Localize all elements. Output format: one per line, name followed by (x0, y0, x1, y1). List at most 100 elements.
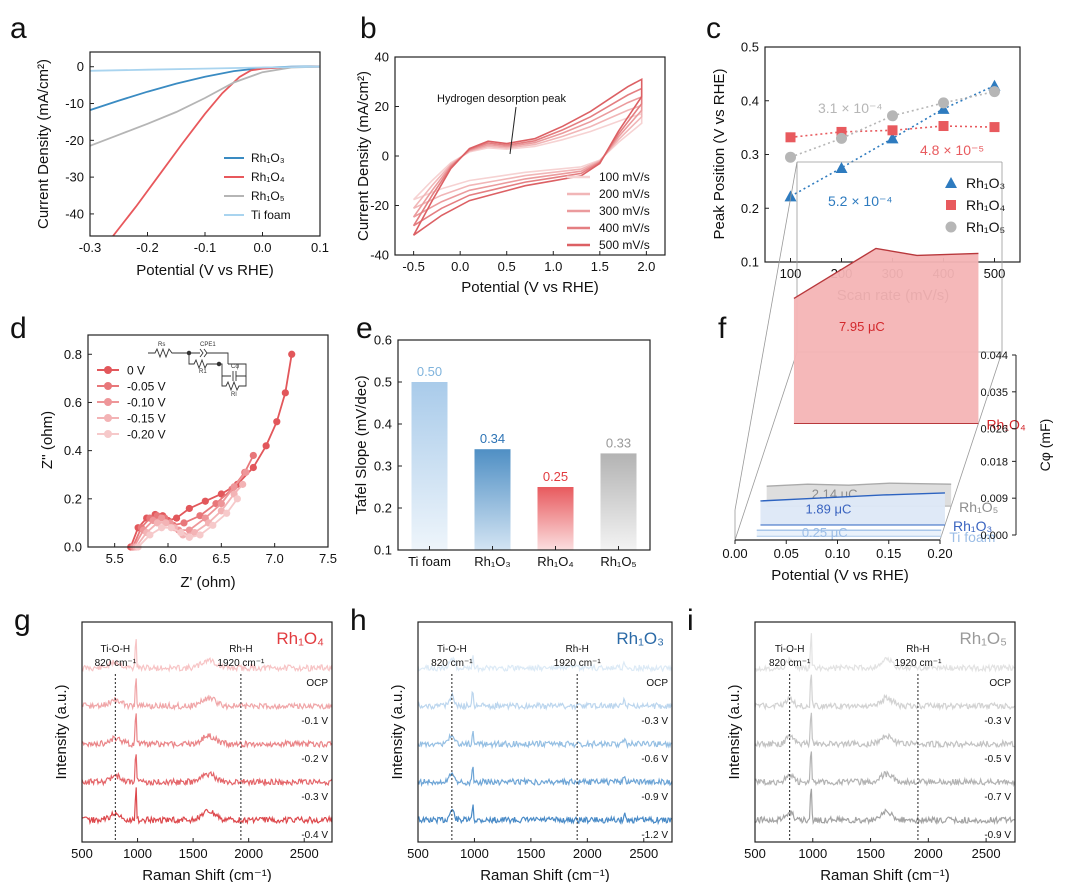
resistor-rs (148, 347, 188, 359)
marker-d-0 (273, 418, 281, 426)
legend-label-b-1: 200 mV/s (599, 187, 650, 201)
bar-value-label-e-3: 0.33 (606, 435, 631, 450)
marker-value-g-1: 1920 cm⁻¹ (217, 658, 265, 669)
x-tick-label-h: 2000 (573, 846, 602, 861)
z-tick-label-f-2: 0.018 (980, 456, 1008, 468)
panel-e: 0.50 Ti foam 0.34 Rh₁O₃ 0.25 Rh₁O₄ 0.33 Rh₁O₅ 0.… (353, 312, 651, 569)
x-tick-label-a: -0.1 (194, 240, 216, 255)
y-tick-label-a: -10 (65, 96, 84, 111)
y-axis-label-a: Current Density (mA/cm²) (35, 59, 52, 229)
marker-d-4 (223, 509, 231, 517)
bar-e-0 (411, 382, 448, 550)
x-tick-label-h: 1000 (460, 846, 489, 861)
bar-value-label-e-1: 0.34 (480, 431, 505, 446)
spectrum-label-i-3: -0.7 V (984, 792, 1011, 803)
spectrum-label-i-2: -0.5 V (984, 754, 1011, 765)
legend-label-c-1: Rh₁O₄ (966, 197, 1006, 213)
marker-c-2 (938, 97, 949, 109)
x-tick-label-a: -0.3 (79, 240, 101, 255)
y-axis-label-e: Tafel Slope (mV/dec) (353, 375, 370, 514)
y-tick-label-e: 0.5 (374, 375, 392, 390)
z-tick-label-f-0: 0.000 (980, 530, 1008, 542)
y-tick-label-a: 0 (77, 59, 84, 74)
marker-d-4 (196, 531, 204, 539)
series-line-a-2 (90, 65, 320, 147)
equivalent-circuit (148, 347, 247, 392)
y-axis-label-c: Peak Position (V vs RHE) (711, 69, 728, 240)
x-tick-label-a: 0.1 (311, 240, 329, 255)
marker-c-0 (784, 190, 797, 202)
x-tick-label-d: 5.5 (106, 551, 124, 566)
spectrum-label-g-2: -0.2 V (301, 754, 328, 765)
marker-d-4 (167, 524, 175, 532)
y-axis-label-d: Z'' (ohm) (39, 411, 56, 469)
legend-marker-c-0 (945, 177, 957, 188)
legend-label-a-0: Rh₁O₃ (251, 151, 285, 165)
marker-c-2 (989, 86, 1000, 98)
axes-frame-h (417, 621, 673, 843)
circuit-label-d-4: Rl (231, 392, 237, 398)
series-line-b-2 (412, 95, 643, 218)
legend-label-d-1: -0.05 V (127, 380, 166, 394)
x-axis-label-g: Raman Shift (cm⁻¹) (142, 867, 272, 882)
marker-name-h-1: Rh-H (566, 644, 589, 655)
y-tick-label-d: 0.8 (64, 347, 82, 362)
marker-c-0 (886, 132, 899, 144)
panel-title-g: Rh₁O₄ (276, 629, 324, 648)
x-tick-label-a: -0.2 (136, 240, 158, 255)
x-tick-label-d: 7.5 (319, 551, 337, 566)
marker-d-3 (239, 480, 247, 488)
y-tick-label-c: 0.2 (741, 201, 759, 216)
marker-name-g-1: Rh-H (229, 644, 252, 655)
category-label-e-3: Rh₁O₅ (600, 554, 636, 569)
marker-c-1 (989, 122, 1000, 133)
x-axis-label-d: Z' (ohm) (180, 574, 235, 591)
x-tick-label-i: 1000 (798, 846, 827, 861)
spectrum-i-4 (754, 788, 1015, 826)
x-axis-label-h: Raman Shift (cm⁻¹) (480, 867, 610, 882)
annotation-arrow-b (509, 106, 517, 155)
spectrum-g-3 (81, 754, 333, 787)
spectrum-g-4 (81, 787, 333, 826)
x-tick-label-h: 2500 (629, 846, 658, 861)
x-tick-label-b: 1.5 (591, 259, 609, 274)
y-tick-label-e: 0.3 (374, 459, 392, 474)
marker-c-1 (836, 126, 847, 137)
legend-label-c-0: Rh₁O₃ (966, 175, 1005, 191)
marker-d-2 (230, 483, 238, 491)
series-label-f-0: Ti foam (949, 529, 995, 545)
surface-f-0 (756, 530, 942, 537)
y-tick-label-e: 0.4 (374, 417, 392, 432)
x-tick-label-i: 2500 (972, 846, 1001, 861)
legend-marker-c-2 (945, 221, 957, 233)
cpe-element (189, 348, 229, 364)
resistor-rl (221, 376, 247, 392)
spectrum-label-h-1: -0.3 V (641, 716, 668, 727)
bar-value-label-e-2: 0.25 (543, 469, 568, 484)
series-line-b-0 (413, 112, 643, 201)
y-tick-label-d: 0.6 (64, 395, 82, 410)
legend-label-d-0: 0 V (127, 364, 145, 378)
legend-label-b-0: 100 mV/s (599, 170, 650, 184)
series-label-f-1: Rh₁O₃ (953, 518, 992, 534)
x-tick-label-h: 500 (407, 846, 429, 861)
panel-letter-i: i (687, 604, 694, 637)
series-line-a-0 (90, 65, 320, 111)
legend-label-b-3: 400 mV/s (599, 221, 650, 235)
x-tick-label-d: 6.5 (212, 551, 230, 566)
surface-edge-f-3 (793, 247, 979, 300)
surface-f-3 (793, 248, 979, 424)
marker-d-4 (177, 528, 185, 537)
y-tick-label-a: -20 (65, 133, 84, 148)
category-label-e-1: Rh₁O₃ (474, 554, 510, 569)
y-tick-label-c: 0.5 (741, 40, 759, 55)
bar-e-1 (474, 449, 511, 550)
marker-c-2 (887, 110, 898, 122)
z-tick-label-f-4: 0.035 (980, 387, 1008, 399)
panel-letter-e: e (356, 312, 373, 345)
spectrum-h-3 (417, 766, 673, 788)
series-line-b-3 (412, 87, 643, 227)
y-axis-label-i: Intensity (a.u.) (726, 684, 743, 779)
marker-value-i-0: 820 cm⁻¹ (769, 658, 811, 669)
